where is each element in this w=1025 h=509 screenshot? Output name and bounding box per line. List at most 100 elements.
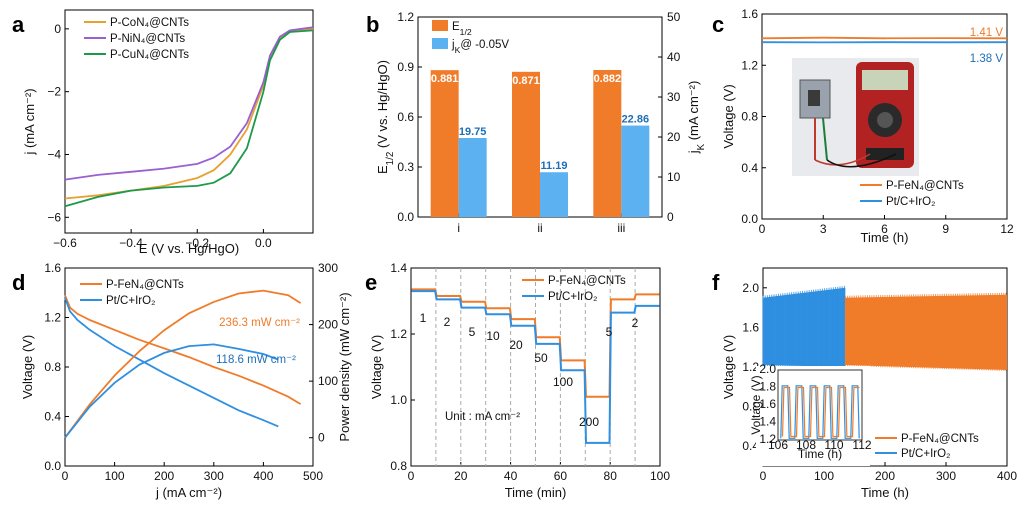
panel-d-right-ytick-label: 300 [318,261,338,275]
panel-c-annotation: 1.38 V [970,53,1004,65]
panel-a-xtick-label: 0.0 [255,236,272,250]
panel-b-right-ytick-label: 50 [667,10,681,24]
panel-a-xtick-label: −0.6 [53,236,77,250]
panel-d-left-ytick-label: 0.0 [44,459,61,473]
panel-d-annotation: 236.3 mW cm⁻² [219,317,300,329]
panel-e-xtick-label: 40 [504,469,518,483]
panel-b-category-label: iii [617,221,625,235]
panel-c-ytick-label: 0.4 [741,161,758,175]
panel-e-series-line [411,290,660,444]
panel-f-inset-ytick-label: 1.6 [759,397,776,411]
panel-a-xlabel: E (V vs. Hg/HgO) [139,241,239,256]
photo-multimeter-knob [877,112,893,128]
panel-e-ytick-label: 1.0 [390,393,407,407]
panel-b-bar-label-e12: 0.882 [594,73,622,85]
panel-e-step-current-label: 2 [632,316,639,330]
panel-d-series-power [64,343,279,439]
panel-d-xtick-label: 400 [253,469,273,483]
panel-e-step-current-label: 20 [509,338,523,352]
panel-e-step-current-label: 1 [420,311,427,325]
panel-f-ytick-label: 1.2 [742,360,759,374]
panel-b-legend-label-0: E1/2 [452,21,472,37]
panel-f-inset-ylabel: Voltage (V) [749,375,763,434]
panel-d-left-ytick-label: 1.6 [44,261,61,275]
panel-d-xtick-label: 0 [62,469,69,483]
panel-b-left-ytick-label: 1.2 [397,10,414,24]
panel-d-xtick-label: 100 [105,469,125,483]
panel-b-right-ytick-label: 20 [667,130,681,144]
panel-e-xlabel: Time (min) [505,485,567,500]
panel-b-ylabel-right: jK (mA cm⁻²) [686,81,707,155]
panel-d-left-ytick-label: 0.4 [44,410,61,424]
panel-c-ytick-label: 0.8 [741,110,758,124]
panel-b-right-ytick-label: 30 [667,90,681,104]
panel-e-unit-text: Unit : mA cm⁻² [445,411,520,423]
panel-b-bar-e12 [430,70,459,218]
panel-f-inset-cycle-trace [780,385,860,439]
panel-f-xtick-label: 100 [814,469,834,483]
panel-c-xtick-label: 12 [1000,222,1014,236]
panel-f-ylabel: Voltage (V) [721,335,736,399]
panel-f-ytick-label: 1.6 [742,320,759,334]
panel-b-ylabel-right-rest: (mA cm⁻²) [686,81,701,144]
panel-e-step-current-label: 5 [469,325,476,339]
panel-f-ytick-label: 0.8 [742,400,759,414]
panel-f: 0 100 200 300 400 0.4 0.8 1.2 1.6 2.0 106 108 110 112… [712,267,1017,500]
panel-f-inset-cycle-trace [781,386,860,438]
panel-f-inset-xtick-label: 106 [768,438,788,452]
panel-b-category-label: ii [537,221,542,235]
panel-d-right-ytick-label: 0 [318,431,325,445]
panel-a-ytick-label: −6 [47,210,61,224]
panel-b-bar-jk [458,138,487,217]
panel-c-series-line [761,36,1008,40]
panel-f-inset-ytick-label: 1.2 [759,432,776,446]
panel-e-xtick-label: 100 [650,469,670,483]
panel-f-inset-xtick-label: 112 [852,438,871,452]
panel-e-step-current-label: 200 [579,415,599,429]
panel-f-inset-ytick-label: 1.4 [759,415,776,429]
photo-battery-cell [808,90,820,106]
panel-f-inset-frame [777,369,863,441]
panel-c-letter: c [712,12,724,37]
panel-b-legend-swatch-1 [432,38,448,49]
panel-a-series-line [64,29,314,208]
panel-d-xtick-label: 200 [154,469,174,483]
panel-e-ytick-label: 1.2 [390,327,407,341]
panel-a-ytick-label: −4 [47,147,61,161]
panel-b-left-ytick-label: 0.3 [397,160,414,174]
panel-d-left-ytick-label: 1.2 [44,311,61,325]
panel-f-letter: f [712,270,720,295]
photo-green-wire [822,117,828,161]
panel-d-series-voltage [64,294,302,405]
panel-d-xtick-label: 500 [303,469,323,483]
panel-d-annotation: 118.6 mW cm⁻² [216,354,296,366]
panel-b-legend-label-0-main: E [452,21,460,33]
panel-c-device-photo [792,58,919,176]
panel-c-xtick-label: 0 [759,222,766,236]
panel-e-xtick-label: 0 [408,469,415,483]
panel-e-step-current-label: 50 [534,351,548,365]
panel-f-inset-xtick-label: 108 [796,438,816,452]
panel-d-xtick-label: 300 [204,469,224,483]
panel-e-xtick-label: 80 [604,469,618,483]
panel-b-ylabel-left-rest: (V vs. Hg/HgO) [375,60,390,152]
panel-b-ylabel-right-sub: K [696,143,707,150]
panel-e-ylabel: Voltage (V) [369,335,384,399]
panel-c-xtick-label: 6 [881,222,888,236]
panel-b-left-ytick-label: 0.6 [397,110,414,124]
panel-a-legend-0-label: P-CoN₄@CNTs [110,17,189,29]
panel-b-legend-label-1-rest: @ -0.05V [460,39,509,51]
panel-c-ytick-label: 1.2 [741,58,758,72]
panel-f-ytick-label: 0.4 [742,439,759,453]
panel-d-frame [64,267,314,467]
panel-c-xlabel: Time (h) [861,230,909,245]
panel-b-legend-label-0-sub: 1/2 [460,27,472,37]
panel-b-ylabel-right-main: j [686,150,701,154]
panel-b-bar-e12 [593,70,622,217]
panel-e-step-current-label: 10 [486,329,500,343]
panel-b-legend-label-1-main: j [451,39,455,51]
panel-c-xtick-label: 3 [820,222,827,236]
panel-c: 0 3 6 9 12 0.0 0.4 0.8 1.2 1.6 P-FeN₄@CNTs Pt/C+IrO… [712,7,1014,245]
panel-e-step-current-label: 100 [553,375,573,389]
